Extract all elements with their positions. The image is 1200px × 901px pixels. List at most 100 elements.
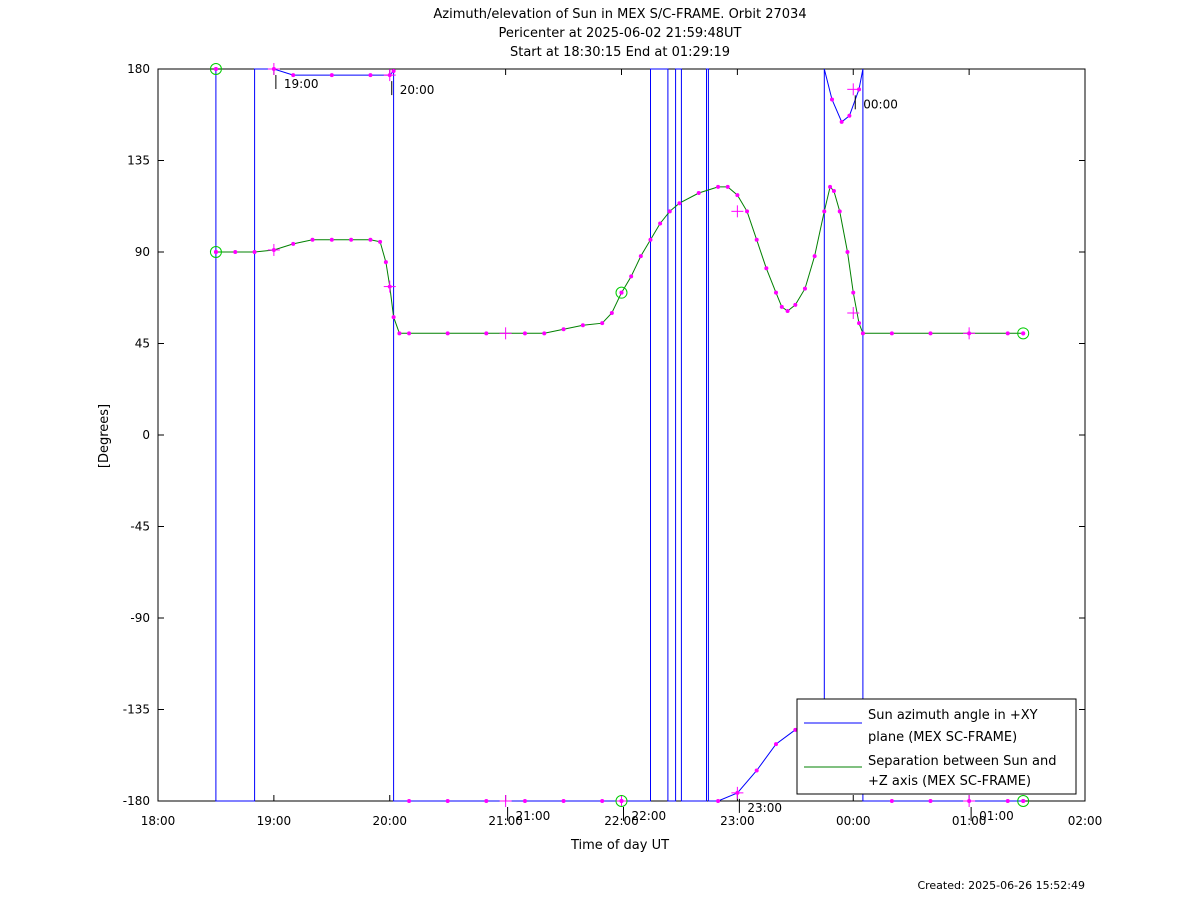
data-point-0-47 — [1005, 799, 1010, 803]
data-point-0-40 — [847, 113, 852, 118]
data-point-0-5 — [291, 73, 296, 78]
endpoint-circle-0 — [209, 63, 222, 75]
data-point-1-24 — [629, 274, 634, 279]
data-point-1-13 — [397, 331, 402, 336]
hour-label-6: 01:00 — [979, 809, 1014, 823]
data-point-1-8 — [368, 237, 373, 242]
hour-label-3: 22:00 — [632, 809, 667, 823]
data-point-1-18 — [542, 331, 547, 336]
data-point-1-10 — [383, 260, 388, 265]
data-point-1-37 — [774, 290, 778, 295]
data-point-1-20 — [580, 323, 585, 328]
y-tick-label-5: -45 — [130, 520, 150, 534]
endpoint-dot-2 — [619, 290, 624, 295]
y-tick-label-8: -180 — [123, 794, 150, 808]
x-tick-label-8: 02:00 — [1068, 814, 1103, 828]
y-tick-label-4: 0 — [142, 428, 150, 442]
position-cross-4 — [847, 307, 860, 319]
legend-label-separation-2: +Z axis (MEX SC-FRAME) — [868, 774, 1031, 789]
x-tick-label-2: 20:00 — [372, 814, 407, 828]
y-tick-label-1: 135 — [127, 154, 150, 168]
data-point-1-31 — [716, 184, 721, 189]
hour-cross-2 — [499, 795, 512, 807]
data-point-1-35 — [754, 237, 759, 242]
data-point-1-12 — [391, 315, 396, 320]
data-point-1-14 — [407, 331, 412, 336]
data-point-0-14 — [522, 799, 527, 803]
data-point-1-41 — [802, 286, 807, 291]
created-timestamp: Created: 2025-06-26 15:52:49 — [917, 879, 1085, 892]
data-point-1-2 — [252, 250, 257, 254]
hour-cross-6 — [963, 795, 976, 807]
hour-cross-4 — [731, 786, 744, 799]
data-point-0-15 — [561, 799, 566, 803]
position-cross-1 — [383, 280, 396, 293]
y-tick-label-3: 45 — [135, 337, 150, 351]
data-point-0-30 — [716, 799, 721, 803]
data-point-0-34 — [793, 727, 798, 732]
data-point-1-28 — [667, 209, 672, 214]
data-point-0-32 — [754, 768, 759, 773]
data-point-1-54 — [1005, 331, 1010, 336]
legend-label-azimuth-1: Sun azimuth angle in +XY — [868, 708, 1038, 723]
chart-title: Azimuth/elevation of Sun in MEX S/C-FRAM… — [433, 7, 806, 22]
data-point-1-49 — [857, 321, 862, 326]
data-point-0-7 — [368, 73, 373, 78]
x-tick-label-6: 00:00 — [836, 814, 871, 828]
y-tick-label-6: -90 — [130, 611, 150, 625]
hour-label-4: 23:00 — [747, 801, 782, 815]
data-point-0-33 — [774, 742, 778, 747]
data-point-1-1 — [233, 250, 238, 254]
hour-cross-0 — [267, 63, 280, 75]
data-point-0-13 — [484, 799, 489, 803]
y-tick-label-2: 90 — [135, 245, 150, 259]
data-point-1-4 — [291, 241, 296, 246]
endpoint-dot-4 — [1021, 331, 1026, 336]
data-point-0-6 — [329, 73, 334, 78]
hour-label-2: 21:00 — [516, 809, 551, 823]
data-point-1-9 — [378, 239, 383, 244]
data-point-1-33 — [735, 193, 740, 198]
data-point-0-39 — [839, 119, 844, 124]
x-tick-label-5: 23:00 — [720, 814, 755, 828]
data-point-1-36 — [764, 266, 769, 271]
data-point-1-16 — [484, 331, 489, 336]
hour-label-5: 00:00 — [863, 97, 898, 111]
data-point-1-51 — [889, 331, 894, 336]
data-point-1-15 — [445, 331, 450, 336]
hour-cross-1 — [383, 69, 396, 82]
data-point-0-12 — [445, 799, 450, 803]
data-point-1-43 — [822, 209, 827, 214]
endpoint-dot-0 — [213, 67, 218, 71]
x-axis-label: Time of day UT — [570, 838, 669, 853]
x-tick-label-1: 19:00 — [257, 814, 292, 828]
endpoint-dot-3 — [619, 799, 624, 803]
hour-cross-5 — [847, 83, 860, 96]
data-point-1-38 — [779, 304, 784, 309]
x-tick-label-7: 01:00 — [952, 814, 987, 828]
position-cross-2 — [499, 327, 512, 340]
data-point-0-11 — [407, 799, 412, 803]
data-point-1-5 — [310, 237, 315, 242]
hour-label-0: 19:00 — [284, 77, 319, 91]
data-point-1-25 — [638, 254, 643, 259]
x-tick-label-3: 21:00 — [488, 814, 523, 828]
position-cross-5 — [963, 327, 976, 340]
data-point-1-32 — [725, 184, 730, 189]
data-point-1-47 — [845, 250, 850, 254]
x-tick-label-0: 18:00 — [141, 814, 176, 828]
y-tick-label-7: -135 — [123, 703, 150, 717]
position-cross-0 — [267, 243, 280, 256]
legend-box — [796, 698, 1077, 795]
position-cross-3 — [731, 205, 744, 218]
legend-label-azimuth-2: plane (MEX SC-FRAME) — [868, 730, 1017, 745]
data-point-1-26 — [648, 237, 653, 242]
data-point-1-48 — [851, 290, 856, 295]
data-point-1-42 — [812, 254, 817, 259]
data-point-1-34 — [745, 209, 750, 214]
endpoint-circle-4 — [1017, 327, 1030, 340]
plot-area — [157, 68, 1086, 802]
chart-subtitle-times: Start at 18:30:15 End at 01:29:19 — [510, 45, 730, 60]
endpoint-circle-1 — [209, 246, 222, 258]
